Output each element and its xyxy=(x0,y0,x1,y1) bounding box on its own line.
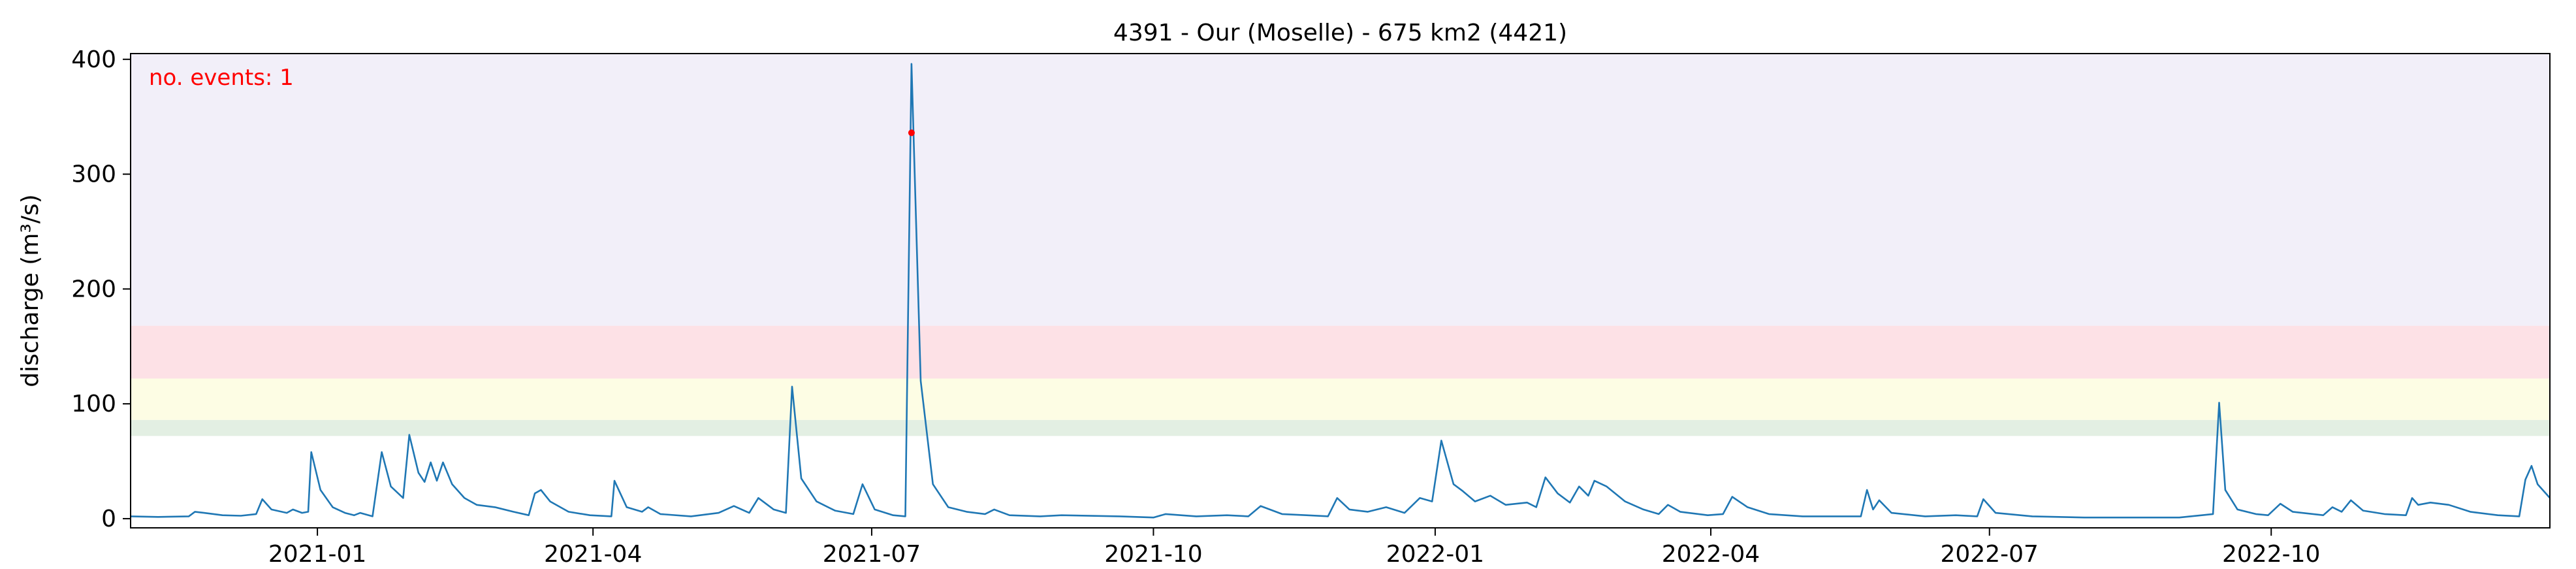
y-axis-label: discharge (m³/s) xyxy=(17,194,44,387)
threshold-band-1 xyxy=(131,378,2550,420)
x-tick-label: 2021-10 xyxy=(1104,541,1202,568)
x-tick-label: 2022-07 xyxy=(1941,541,2039,568)
series-layer xyxy=(130,63,2551,519)
threshold-bands xyxy=(131,54,2550,436)
y-tick-label: 400 xyxy=(71,46,116,73)
plot-frame xyxy=(130,53,2551,528)
x-tick-label: 2022-10 xyxy=(2222,541,2320,568)
threshold-band-0 xyxy=(131,419,2550,436)
x-tick-label: 2022-01 xyxy=(1386,541,1484,568)
y-axis: 0 100 200 300 400 xyxy=(71,46,131,532)
events-count-annotation: no. events: 1 xyxy=(149,65,294,91)
x-tick-label: 2021-07 xyxy=(823,541,921,568)
x-tick-label: 2021-04 xyxy=(544,541,642,568)
y-tick-label: 0 xyxy=(101,506,116,532)
chart-title: 4391 - Our (Moselle) - 675 km2 (4421) xyxy=(1113,20,1567,46)
threshold-band-2 xyxy=(131,325,2550,379)
y-tick-label: 200 xyxy=(71,276,116,302)
y-tick-label: 100 xyxy=(71,391,116,417)
y-tick-label: 300 xyxy=(71,161,116,188)
x-tick-label: 2022-04 xyxy=(1662,541,1760,568)
x-axis: 2021-01 2021-04 2021-07 2021-10 2022-01 2022-… xyxy=(268,528,2320,568)
threshold-band-3 xyxy=(131,54,2550,326)
x-tick-label: 2021-01 xyxy=(268,541,366,568)
discharge-series-line xyxy=(130,63,2551,519)
events-layer xyxy=(908,129,915,137)
event-marker-0 xyxy=(908,129,915,137)
